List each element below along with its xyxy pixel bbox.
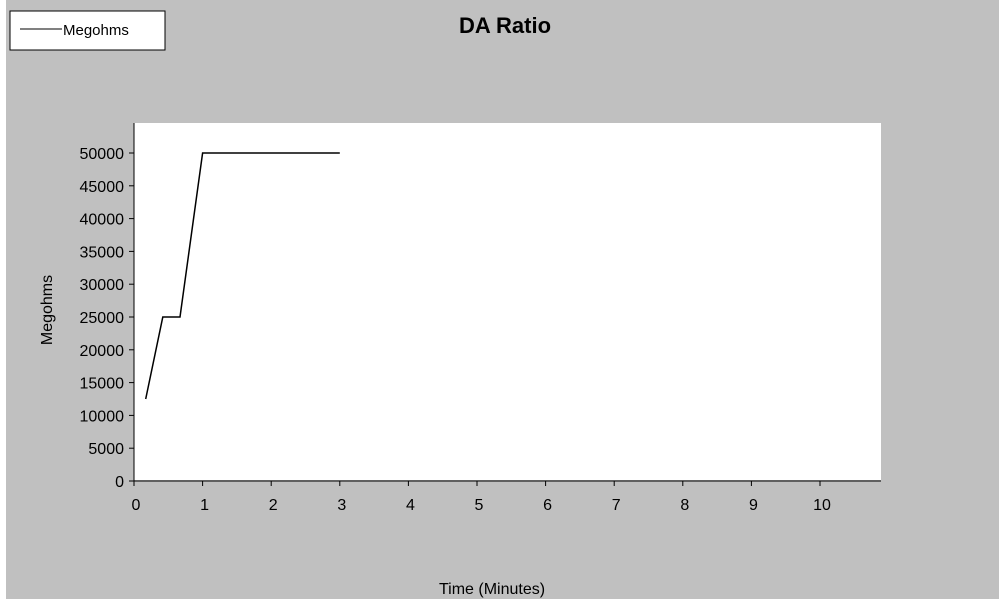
y-tick-label: 20000 [80,343,125,360]
y-tick-label: 45000 [80,179,125,196]
y-tick-label: 5000 [88,441,124,458]
y-tick-label: 35000 [80,244,125,261]
x-tick-label: 6 [543,497,552,514]
x-tick-label: 3 [337,497,346,514]
x-tick-label: 1 [200,497,209,514]
x-axis-label: Time (Minutes) [439,581,545,598]
x-tick-label: 9 [749,497,758,514]
chart-title: DA Ratio [459,13,551,38]
x-axis-ticks: 0 1 2 3 4 5 6 7 8 9 10 [132,481,831,514]
y-tick-label: 15000 [80,376,125,393]
plot-area [134,123,881,480]
y-axis-label: Megohms [39,275,56,345]
series-line-1 [144,152,340,400]
y-tick-label: 0 [115,474,124,491]
legend-label: Megohms [63,22,129,39]
x-tick-label: 7 [612,497,621,514]
y-tick-label: 30000 [80,277,125,294]
legend-box [9,10,166,51]
x-tick-label: 4 [406,497,415,514]
x-tick-label: 5 [475,497,484,514]
x-tick-label: 10 [813,497,831,514]
y-tick-label: 40000 [80,212,125,229]
legend: Megohms [9,10,166,51]
x-tick-label: 0 [132,497,141,514]
y-axis-ticks: 0 5000 10000 15000 20000 25000 30000 35000 40000… [80,146,134,491]
x-tick-label: 2 [269,497,278,514]
series-layer [144,152,340,400]
y-tick-label: 50000 [80,146,125,163]
y-tick-label: 25000 [80,310,125,327]
x-tick-label: 8 [680,497,689,514]
y-tick-label: 10000 [80,408,125,425]
